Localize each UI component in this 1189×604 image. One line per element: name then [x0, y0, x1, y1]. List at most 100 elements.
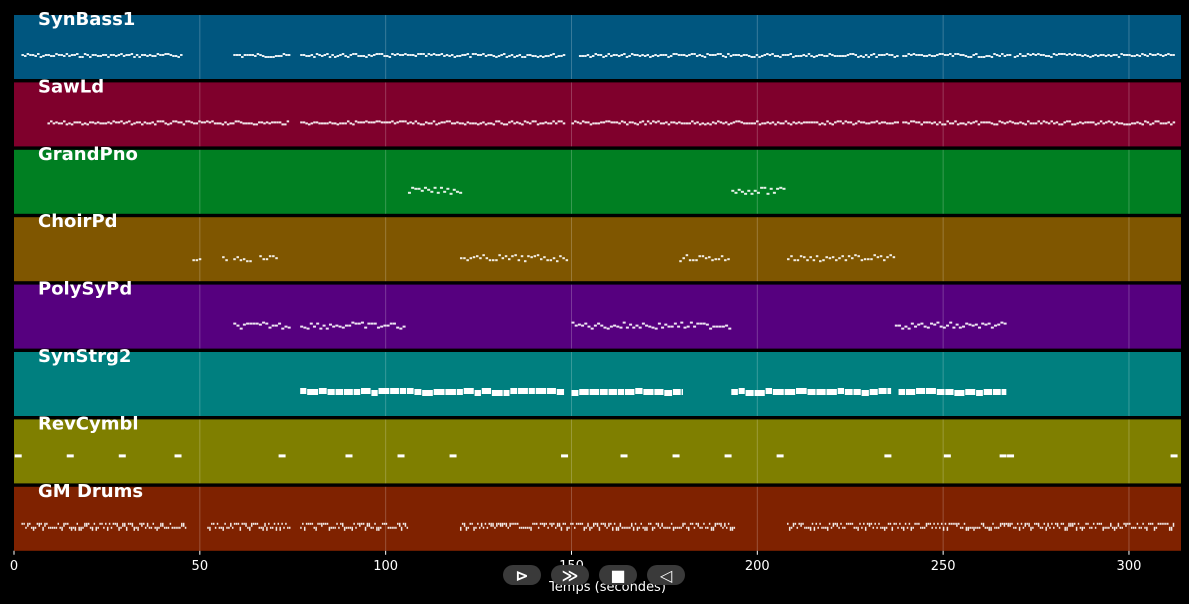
note-mark — [730, 122, 733, 125]
note-mark — [463, 388, 474, 394]
note-mark — [693, 325, 697, 328]
note-mark — [36, 522, 39, 525]
note-mark — [372, 121, 376, 124]
note-mark — [727, 53, 730, 55]
note-mark — [422, 123, 425, 126]
note-mark — [332, 325, 336, 328]
note-mark — [693, 53, 696, 55]
note-mark — [359, 121, 363, 124]
note-mark — [371, 390, 378, 396]
note-mark — [256, 53, 260, 55]
forward-button[interactable]: ≫ — [551, 565, 589, 585]
note-mark — [236, 256, 239, 259]
note-mark — [880, 121, 884, 124]
note-mark — [956, 123, 960, 126]
note-mark — [281, 522, 283, 525]
note-mark — [481, 388, 492, 394]
note-mark — [331, 122, 334, 125]
play-button[interactable]: ⊳ — [503, 565, 541, 585]
note-mark — [1041, 526, 1044, 529]
note-mark — [611, 526, 614, 531]
note-mark — [385, 55, 389, 57]
note-mark — [465, 526, 468, 531]
note-mark — [175, 526, 177, 529]
note-mark — [836, 522, 838, 527]
note-mark — [318, 54, 321, 56]
note-mark — [870, 121, 873, 124]
note-mark — [808, 121, 811, 124]
note-mark — [518, 388, 528, 394]
note-mark — [615, 54, 618, 56]
note-mark — [122, 55, 126, 57]
note-mark — [1045, 526, 1047, 531]
note-mark — [517, 259, 521, 262]
note-mark — [1107, 54, 1110, 56]
track-label: PolySyPd — [38, 279, 132, 300]
note-mark — [357, 55, 360, 57]
note-mark — [659, 122, 663, 125]
note-mark — [983, 389, 993, 395]
note-mark — [1026, 522, 1028, 525]
note-mark — [975, 120, 978, 123]
note-mark — [249, 526, 251, 531]
note-mark — [840, 522, 842, 525]
note-mark — [503, 522, 506, 525]
note-mark — [72, 526, 75, 529]
note-mark — [450, 54, 454, 56]
note-mark — [667, 123, 671, 126]
note-mark — [714, 522, 717, 527]
note-mark — [907, 53, 910, 55]
track-label: ChoirPd — [38, 211, 118, 232]
note-mark — [430, 122, 433, 125]
note-mark — [354, 322, 358, 325]
note-mark — [325, 327, 329, 330]
note-mark — [37, 53, 40, 55]
note-mark — [689, 522, 692, 525]
note-mark — [872, 526, 875, 529]
stop-button[interactable]: ■ — [599, 565, 637, 585]
note-mark — [141, 54, 144, 56]
note-mark — [383, 522, 386, 525]
note-mark — [999, 522, 1002, 527]
note-mark — [809, 526, 812, 531]
note-mark — [27, 522, 29, 527]
note-mark — [1120, 53, 1123, 55]
note-mark — [30, 526, 33, 529]
note-mark — [89, 121, 92, 124]
note-mark — [886, 256, 889, 259]
note-mark — [310, 122, 314, 125]
note-mark — [590, 327, 594, 330]
note-mark — [1081, 55, 1084, 57]
note-mark — [952, 326, 956, 329]
note-mark — [424, 121, 428, 124]
note-mark — [904, 325, 908, 328]
note-mark — [463, 54, 467, 56]
note-mark — [594, 122, 598, 125]
note-mark — [338, 526, 340, 529]
note-mark — [466, 53, 470, 55]
note-mark — [951, 122, 955, 125]
note-mark — [760, 186, 764, 189]
note-mark — [766, 53, 769, 55]
note-mark — [1096, 522, 1099, 525]
note-mark — [981, 322, 985, 325]
note-mark — [1081, 122, 1085, 125]
note-mark — [497, 55, 501, 57]
note-mark — [1113, 526, 1116, 531]
note-mark — [469, 122, 472, 125]
note-mark — [1016, 522, 1019, 525]
note-mark — [1102, 54, 1105, 56]
note-mark — [581, 120, 585, 123]
note-mark — [268, 326, 272, 329]
note-mark — [55, 526, 58, 529]
note-mark — [522, 526, 525, 529]
note-mark — [390, 388, 399, 394]
rewind-button[interactable]: ◁ — [647, 565, 685, 585]
note-mark — [923, 325, 927, 328]
note-mark — [1102, 526, 1104, 531]
note-mark — [224, 121, 227, 124]
note-mark — [370, 121, 373, 124]
note-mark — [920, 526, 922, 529]
note-mark — [971, 526, 973, 529]
note-mark — [790, 255, 793, 258]
